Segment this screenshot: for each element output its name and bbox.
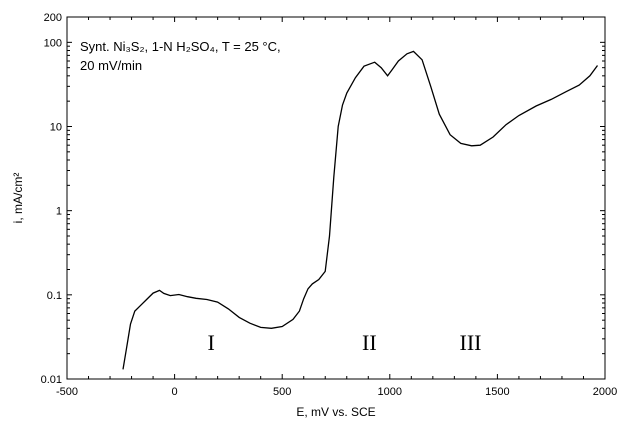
x-tick-label: 0	[172, 386, 178, 398]
annotation-line-1: Synt. Ni₃S₂, 1-N H₂SO₄, T = 25 °C,	[80, 39, 281, 54]
y-tick-label: 200	[44, 12, 62, 24]
annotation-line-2: 20 mV/min	[80, 58, 142, 73]
x-tick-label: -500	[56, 386, 78, 398]
y-tick-label: 10	[50, 122, 62, 134]
region-label: III	[460, 330, 482, 355]
region-label: II	[362, 330, 377, 355]
x-axis-title: E, mV vs. SCE	[296, 405, 375, 419]
y-axis-ticks: 0.01 0.1 1 10 100 200	[41, 12, 605, 386]
region-labels: I II III	[208, 330, 482, 355]
x-tick-label: 1500	[485, 386, 509, 398]
plot-frame	[66, 16, 606, 380]
x-tick-label: 2000	[593, 386, 617, 398]
x-tick-label: 500	[273, 386, 291, 398]
x-axis-ticks: -500 0 500 1000 1500 2000	[56, 17, 617, 398]
y-tick-label: 0.1	[47, 290, 62, 302]
series-line	[122, 50, 599, 370]
y-tick-label: 1	[56, 206, 62, 218]
region-label: I	[208, 330, 215, 355]
x-tick-label: 1000	[378, 386, 402, 398]
y-tick-label: 0.01	[41, 374, 62, 386]
y-tick-label: 100	[44, 37, 62, 49]
y-axis-title: i, mA/cm²	[11, 173, 25, 224]
